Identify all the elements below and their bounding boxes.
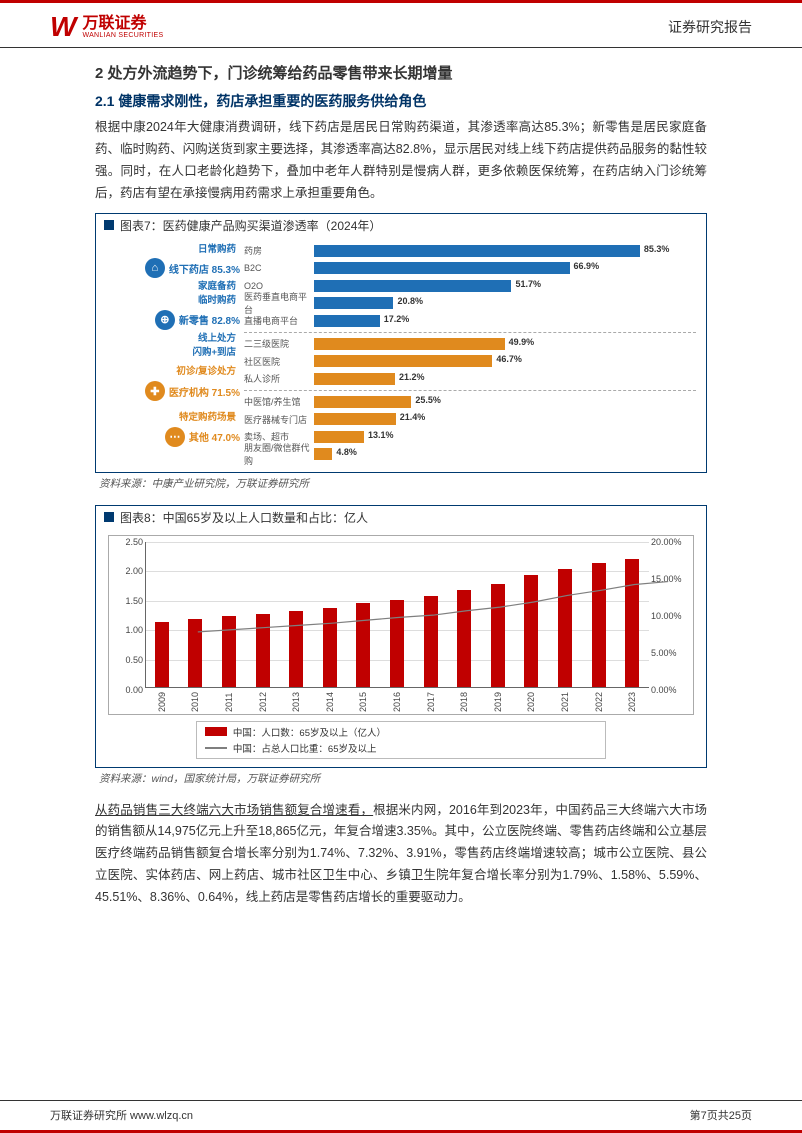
chart8-legend-bar: 中国：人口数：65岁及以上（亿人）	[205, 725, 597, 739]
chart7-square-icon	[104, 220, 114, 230]
logo-en: WANLIAN SECURITIES	[82, 32, 163, 39]
chart7-row: 朋友圈/微信群代购4.8%	[244, 446, 696, 462]
chart8-source: 资料来源：wind，国家统计局，万联证券研究所	[99, 771, 707, 786]
header: W 万联证券 WANLIAN SECURITIES 证券研究报告	[0, 3, 802, 48]
paragraph-2: 从药品销售三大终端六大市场销售额复合增速看，根据米内网，2016年到2023年，…	[95, 800, 707, 909]
logo-cn: 万联证券	[82, 16, 163, 32]
chart7-body: 日常购药⌂线下药店 85.3%家庭备药临时购药⊕新零售 82.8%线上处方闪购+…	[96, 237, 706, 472]
chart8-box: 图表8：中国65岁及以上人口数量和占比：亿人 0.000.501.001.502…	[95, 505, 707, 768]
chart7-row: 直播电商平台抖音等17.2%	[244, 313, 696, 329]
footer: 万联证券研究所 www.wlzq.cn 第7页共25页	[0, 1100, 802, 1133]
logo-mark-icon: W	[50, 11, 76, 43]
chart7-box: 图表7：医药健康产品购买渠道渗透率（2024年） 日常购药⌂线下药店 85.3%…	[95, 213, 707, 473]
chart7-row: B2C京东/天猫等66.9%	[244, 260, 696, 276]
chart7-source: 资料来源：中康产业研究院，万联证券研究所	[99, 476, 707, 491]
para2-lead: 从药品销售三大终端六大市场销售额复合增速看，	[95, 803, 373, 817]
legend-line-swatch	[205, 747, 227, 749]
legend-line-label: 中国：占总人口比重：65岁及以上	[233, 741, 377, 755]
legend-bar-label: 中国：人口数：65岁及以上（亿人）	[233, 725, 386, 739]
section-h2: 2 处方外流趋势下，门诊统筹给药品零售带来长期增量	[95, 62, 707, 83]
chart8-legend: 中国：人口数：65岁及以上（亿人） 中国：占总人口比重：65岁及以上	[196, 721, 606, 759]
legend-bar-swatch	[205, 727, 227, 736]
chart7-row: 药房85.3%	[244, 243, 696, 259]
content: 2 处方外流趋势下，门诊统筹给药品零售带来长期增量 2.1 健康需求刚性，药店承…	[0, 48, 802, 909]
chart7-row: 医药垂直电商平台微医等20.8%	[244, 295, 696, 311]
section-h3: 2.1 健康需求刚性，药店承担重要的医药服务供给角色	[95, 91, 707, 111]
chart7-title-row: 图表7：医药健康产品购买渠道渗透率（2024年）	[96, 214, 706, 237]
para2-rest: 根据米内网，2016年到2023年，中国药品三大终端六大市场的销售额从14,97…	[95, 803, 707, 905]
chart8-title-row: 图表8：中国65岁及以上人口数量和占比：亿人	[96, 506, 706, 529]
chart8-legend-line: 中国：占总人口比重：65岁及以上	[205, 741, 597, 755]
chart8-plot: 0.000.501.001.502.002.500.00%5.00%10.00%…	[108, 535, 694, 715]
paragraph-1: 根据中康2024年大健康消费调研，线下药店是居民日常购药渠道，其渗透率高达85.…	[95, 117, 707, 205]
chart7-row: 医疗器械专门店21.4%	[244, 411, 696, 427]
chart8-body: 0.000.501.001.502.002.500.00%5.00%10.00%…	[96, 529, 706, 767]
footer-right: 第7页共25页	[690, 1107, 752, 1123]
chart7-row: 中医馆/养生馆25.5%	[244, 394, 696, 410]
chart7-row: 社区医院46.7%	[244, 353, 696, 369]
chart8-square-icon	[104, 512, 114, 522]
chart7-row: 二三级医院49.9%	[244, 336, 696, 352]
header-right: 证券研究报告	[668, 17, 752, 37]
logo: W 万联证券 WANLIAN SECURITIES	[50, 11, 163, 43]
chart7-row: 私人诊所21.2%	[244, 371, 696, 387]
footer-left: 万联证券研究所 www.wlzq.cn	[50, 1107, 193, 1123]
chart7-title: 图表7：医药健康产品购买渠道渗透率（2024年）	[120, 217, 381, 234]
chart8-title: 图表8：中国65岁及以上人口数量和占比：亿人	[120, 509, 368, 526]
